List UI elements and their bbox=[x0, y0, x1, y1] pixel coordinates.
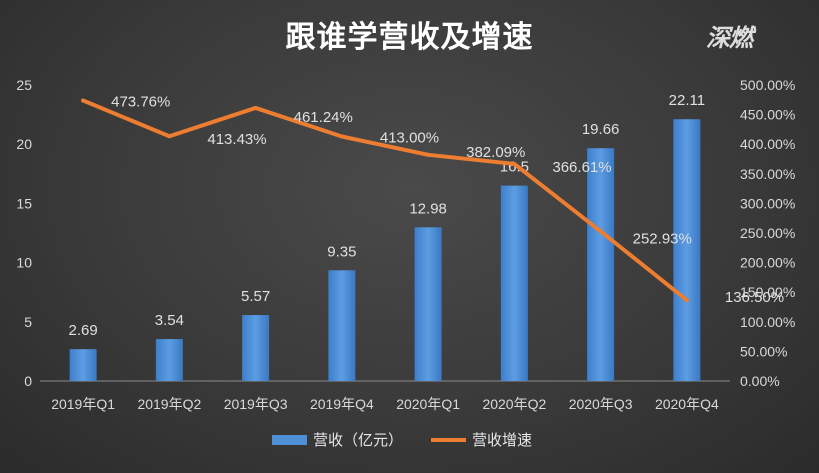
x-tick-label: 2020年Q2 bbox=[482, 396, 546, 412]
y-left-tick-label: 25 bbox=[16, 77, 32, 93]
watermark-logo: 深燃 bbox=[706, 24, 753, 52]
x-tick-label: 2020年Q3 bbox=[569, 396, 633, 412]
growth-point bbox=[598, 229, 603, 234]
x-tick-label: 2019年Q2 bbox=[137, 396, 201, 412]
growth-value-label: 413.43% bbox=[207, 131, 266, 148]
y-left-tick-label: 20 bbox=[16, 136, 32, 152]
y-right-tick-label: 0.00% bbox=[740, 373, 780, 389]
growth-value-label: 136.50% bbox=[725, 289, 784, 306]
x-tick-label: 2019年Q3 bbox=[224, 396, 288, 412]
growth-value-label: 413.00% bbox=[380, 130, 439, 147]
growth-value-label: 382.09% bbox=[466, 144, 525, 161]
x-tick-label: 2019年Q4 bbox=[310, 396, 374, 412]
bar bbox=[414, 227, 442, 381]
bar bbox=[328, 270, 356, 381]
y-left-tick-label: 0 bbox=[24, 373, 32, 389]
bar bbox=[242, 315, 270, 381]
bar bbox=[587, 148, 615, 381]
growth-point bbox=[684, 298, 689, 303]
y-right-tick-label: 200.00% bbox=[740, 255, 795, 271]
growth-point bbox=[253, 105, 258, 110]
bar-value-label: 2.69 bbox=[69, 322, 98, 339]
y-right-tick-label: 450.00% bbox=[740, 107, 795, 123]
x-tick-label: 2020年Q1 bbox=[396, 396, 460, 412]
growth-value-label: 461.24% bbox=[294, 109, 353, 126]
y-right-tick-label: 300.00% bbox=[740, 195, 795, 211]
growth-value-label: 252.93% bbox=[633, 230, 692, 247]
growth-point bbox=[426, 152, 431, 157]
growth-value-label: 473.76% bbox=[111, 94, 170, 111]
y-right-tick-label: 350.00% bbox=[740, 166, 795, 182]
bar bbox=[155, 339, 183, 381]
bar-value-label: 22.11 bbox=[669, 92, 705, 109]
growth-point bbox=[167, 134, 172, 139]
growth-point bbox=[81, 98, 86, 103]
bar-value-label: 12.98 bbox=[409, 200, 447, 217]
bar-value-label: 9.35 bbox=[327, 243, 356, 260]
x-tick-label: 2020年Q4 bbox=[655, 396, 719, 412]
x-tick-label: 2019年Q1 bbox=[51, 396, 115, 412]
growth-value-label: 366.61% bbox=[552, 159, 611, 176]
legend-bar-label: 营收（亿元） bbox=[313, 431, 403, 449]
bar bbox=[500, 185, 528, 381]
y-right-tick-label: 250.00% bbox=[740, 225, 795, 241]
growth-line bbox=[81, 98, 689, 303]
y-left-tick-label: 5 bbox=[24, 314, 32, 330]
y-right-tick-label: 150.00% bbox=[740, 284, 795, 300]
bar-value-label: 3.54 bbox=[155, 312, 184, 329]
y-left-tick-label: 15 bbox=[16, 195, 32, 211]
y-right-tick-label: 100.00% bbox=[740, 314, 795, 330]
y-right-tick-label: 400.00% bbox=[740, 136, 795, 152]
legend-line-label: 营收增速 bbox=[472, 431, 532, 449]
growth-point bbox=[512, 161, 517, 166]
bar-value-label: 19.66 bbox=[582, 121, 620, 138]
bar-value-label: 5.57 bbox=[241, 288, 270, 305]
y-left-tick-label: 10 bbox=[16, 255, 32, 271]
chart-title: 跟谁学营收及增速 bbox=[285, 20, 534, 55]
legend-bar-swatch bbox=[272, 435, 307, 445]
bar bbox=[673, 119, 701, 382]
y-right-tick-label: 500.00% bbox=[740, 77, 795, 93]
y-right-tick-label: 50.00% bbox=[740, 343, 787, 359]
bar bbox=[69, 349, 97, 381]
growth-point bbox=[339, 134, 344, 139]
